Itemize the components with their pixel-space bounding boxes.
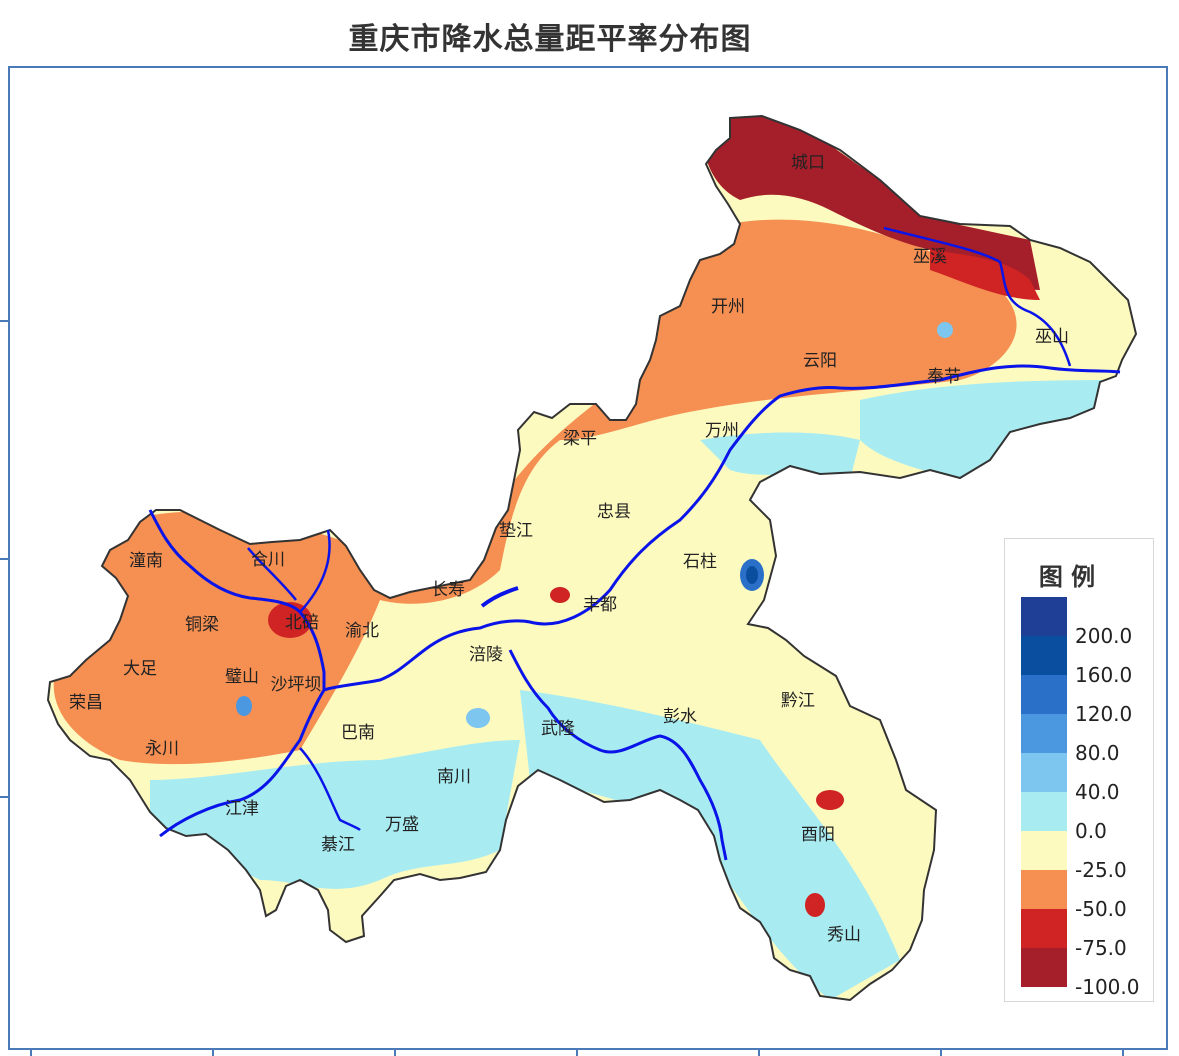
fill-red-wuxi <box>930 250 1040 300</box>
fill-dark-blue-shizhu <box>746 566 758 584</box>
city-label: 万州 <box>705 421 739 441</box>
city-label: 永川 <box>145 739 179 759</box>
city-label: 忠县 <box>597 502 631 522</box>
city-label: 涪陵 <box>469 645 503 665</box>
map-frame <box>8 66 1168 1050</box>
city-label: 武隆 <box>541 719 575 739</box>
legend-label: 160.0 <box>1075 663 1133 687</box>
city-label: 潼南 <box>129 551 163 571</box>
city-label: 南川 <box>437 767 471 787</box>
fill-light-blue-fuling <box>466 708 490 728</box>
city-label: 合川 <box>251 550 285 570</box>
city-label: 开州 <box>711 297 745 317</box>
legend-swatch <box>1021 870 1067 909</box>
river-yangtze <box>159 364 1121 838</box>
city-label: 江津 <box>225 799 259 819</box>
legend-swatch <box>1021 792 1067 831</box>
river-daning <box>883 226 1072 367</box>
city-label: 荣昌 <box>69 693 103 713</box>
frame-tick <box>1122 1050 1124 1056</box>
city-label: 铜梁 <box>185 615 219 635</box>
city-label: 酉阳 <box>801 825 835 845</box>
city-label: 城口 <box>791 153 825 173</box>
legend-swatch <box>1021 636 1067 675</box>
city-label: 万盛 <box>385 815 419 835</box>
precipitation-anomaly-fill <box>48 116 1136 1000</box>
legend-title: 图 例 <box>1038 563 1096 591</box>
fill-red-fengdu <box>550 587 570 603</box>
fill-blue-bishan <box>236 696 252 716</box>
frame-tick <box>0 796 8 798</box>
frame-tick <box>940 1050 942 1056</box>
city-label: 沙坪坝 <box>271 675 322 695</box>
legend-swatch <box>1021 714 1067 753</box>
city-label: 黔江 <box>781 691 815 711</box>
city-label: 北碚 <box>285 613 319 633</box>
legend-label: -25.0 <box>1075 858 1127 882</box>
frame-tick <box>212 1050 214 1056</box>
frame-tick <box>0 320 8 322</box>
legend-swatch <box>1021 831 1067 870</box>
city-label: 巴南 <box>341 723 375 743</box>
city-label: 云阳 <box>803 351 837 371</box>
legend-label: 0.0 <box>1075 819 1107 843</box>
city-label: 丰都 <box>583 595 617 615</box>
river-changshou-lake <box>480 586 519 608</box>
frame-tick <box>576 1050 578 1056</box>
river-fujiang <box>247 547 297 601</box>
legend-label: 120.0 <box>1075 702 1133 726</box>
legend-label: 80.0 <box>1075 741 1120 765</box>
legend-swatch <box>1021 753 1067 792</box>
frame-tick <box>758 1050 760 1056</box>
city-label: 梁平 <box>563 429 597 449</box>
city-label: 綦江 <box>321 835 355 855</box>
city-label: 大足 <box>123 659 157 679</box>
city-label: 奉节 <box>927 367 961 387</box>
fill-cyan-fengjie <box>860 380 1130 480</box>
city-label: 垫江 <box>499 521 533 541</box>
fill-cyan-south-west <box>150 740 520 889</box>
legend-label: -50.0 <box>1075 897 1127 921</box>
frame-tick <box>30 1050 32 1056</box>
city-label: 渝北 <box>345 621 379 641</box>
city-label: 石柱 <box>683 552 717 572</box>
river-jialing <box>148 509 326 690</box>
legend-swatch <box>1021 948 1067 987</box>
legend-label: 40.0 <box>1075 780 1120 804</box>
frame-tick <box>394 1050 396 1056</box>
frame-tick <box>0 558 8 560</box>
river-qijiang <box>299 747 361 831</box>
river-qujiang <box>299 529 331 613</box>
fill-red-youyang-south <box>805 893 825 917</box>
legend: 图 例 200.0 160.0 120.0 80.0 40.0 0.0 -25.0 -50.0… <box>1004 538 1154 1002</box>
city-label: 秀山 <box>827 925 861 945</box>
city-label: 彭水 <box>663 707 697 727</box>
fill-cyan-wanzhou <box>700 432 860 480</box>
legend-swatch <box>1021 675 1067 714</box>
city-label: 巫溪 <box>913 247 947 267</box>
map-title: 重庆市降水总量距平率分布图 <box>348 22 752 57</box>
city-label: 长寿 <box>431 580 465 600</box>
fill-light-blue-wuxi <box>937 322 953 338</box>
fill-red-youyang <box>816 790 844 810</box>
legend-label: -75.0 <box>1075 936 1127 960</box>
city-label: 璧山 <box>225 667 259 687</box>
legend-label: 200.0 <box>1075 624 1133 648</box>
legend-label: -100.0 <box>1075 975 1140 999</box>
river-wujiang <box>508 649 728 861</box>
legend-swatch <box>1021 597 1067 636</box>
city-label: 巫山 <box>1035 327 1069 347</box>
legend-swatch <box>1021 909 1067 948</box>
